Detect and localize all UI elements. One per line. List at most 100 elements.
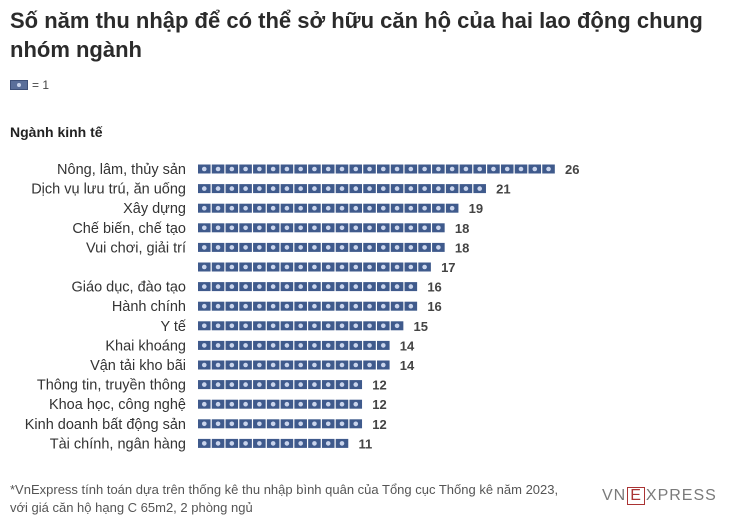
banknote-coin (243, 166, 248, 172)
banknote-coin (243, 284, 248, 289)
banknote-coin (201, 362, 207, 368)
banknote-coin (201, 401, 207, 407)
banknote-coin (298, 225, 303, 231)
banknote-coin (201, 284, 207, 289)
bar (198, 262, 431, 272)
banknote-coin (257, 362, 262, 368)
banknote-coin (339, 303, 345, 309)
banknote-coin (270, 343, 276, 348)
banknote-coin (394, 284, 400, 289)
banknote-coin (312, 382, 317, 387)
banknote-coin (339, 264, 345, 270)
bar-row: 17 (198, 260, 456, 275)
banknote-coin (229, 264, 235, 270)
banknote-coin (381, 343, 386, 348)
banknote-coin (325, 323, 331, 329)
banknote-coin (367, 362, 372, 368)
banknote-coin (312, 245, 317, 250)
banknote-coin (381, 284, 386, 289)
value-label: 18 (455, 240, 469, 255)
category-label: Khai khoáng (105, 338, 186, 354)
banknote-coin (257, 303, 262, 309)
banknote-coin (312, 225, 317, 231)
banknote-coin (243, 441, 248, 446)
value-label: 19 (469, 201, 483, 216)
banknote-coin (367, 303, 372, 309)
bar (198, 203, 459, 213)
banknote-coin (367, 205, 372, 211)
footnote-line-1: *VnExpress tính toán dựa trên thống kê t… (10, 482, 559, 497)
value-label: 17 (441, 260, 455, 275)
banknote-coin (229, 186, 235, 191)
banknote-coin (270, 225, 276, 231)
bar (198, 360, 390, 370)
bar-row: Dịch vụ lưu trú, ăn uống 21 (31, 182, 510, 198)
banknote-coin (243, 362, 248, 368)
banknote-coin (325, 362, 331, 368)
banknote-coin (422, 166, 427, 172)
bar-row: Chế biến, chế tạo 18 (72, 221, 469, 237)
bar (198, 223, 445, 233)
banknote-coin (298, 323, 303, 329)
banknote-coin (339, 362, 345, 368)
footnote-line-2: với giá căn hộ hạng C 65m2, 2 phòng ngủ (10, 500, 253, 515)
banknote-coin (408, 166, 414, 172)
bar-row: Khoa học, công nghệ 12 (49, 397, 387, 413)
banknote-coin (422, 225, 427, 231)
banknote-coin (257, 264, 262, 270)
banknote-coin (312, 166, 317, 172)
banknote-coin (518, 166, 524, 172)
banknote-coin (353, 264, 359, 270)
bar-row: Thông tin, truyền thông 12 (37, 378, 387, 394)
banknote-coin (339, 186, 345, 191)
banknote-coin (436, 186, 441, 191)
banknote-coin (312, 284, 317, 289)
value-label: 15 (414, 319, 428, 334)
banknote-coin (394, 245, 400, 250)
banknote-coin (353, 284, 359, 289)
banknote-coin (408, 284, 414, 289)
banknote-coin (449, 186, 455, 191)
banknote-coin (394, 166, 400, 172)
category-label: Khoa học, công nghệ (49, 397, 186, 413)
banknote-coin (215, 401, 221, 407)
banknote-coin (270, 323, 276, 329)
bar (198, 340, 390, 350)
banknote-coin (270, 303, 276, 309)
banknote-coin (215, 225, 221, 231)
banknote-coin (270, 362, 276, 368)
banknote-coin (312, 303, 317, 309)
value-label: 21 (496, 182, 510, 197)
banknote-coin (284, 323, 290, 329)
banknote-coin (201, 441, 207, 446)
banknote-coin (257, 323, 262, 329)
bar (198, 399, 363, 409)
banknote-coin (229, 205, 235, 211)
banknote-coin (325, 441, 331, 446)
bar (198, 301, 418, 311)
banknote-coin (229, 401, 235, 407)
banknote-coin (215, 362, 221, 368)
banknote-coin (284, 401, 290, 407)
banknote-coin (284, 382, 290, 387)
bar (198, 184, 486, 194)
banknote-coin (394, 323, 400, 329)
banknote-coin (312, 264, 317, 270)
banknote-coin (284, 421, 290, 427)
banknote-coin (229, 225, 235, 231)
bar (198, 282, 418, 292)
banknote-coin (298, 205, 303, 211)
banknote-coin (339, 245, 345, 250)
banknote-coin (284, 225, 290, 231)
pictogram-bar-chart: Nông, lâm, thủy sản 26 Dịch vụ lưu trú, ăn… (25, 162, 580, 452)
banknote-coin (243, 225, 248, 231)
banknote-coin (325, 245, 331, 250)
banknote-coin (270, 264, 276, 270)
banknote-coin (312, 186, 317, 191)
banknote-coin (257, 205, 262, 211)
banknote-coin (284, 303, 290, 309)
banknote-coin (312, 205, 317, 211)
bar-row: Kinh doanh bất động sản 12 (25, 417, 387, 433)
value-label: 26 (565, 162, 579, 177)
banknote-coin (284, 245, 290, 250)
